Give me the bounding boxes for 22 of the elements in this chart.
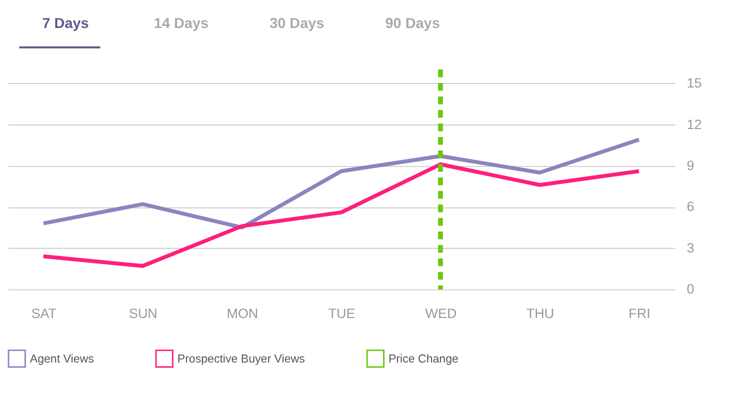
x-tick-label: MON	[226, 306, 258, 321]
x-tick-label: SUN	[128, 306, 158, 321]
x-tick-label: WED	[425, 306, 457, 321]
legend-label: Price Change	[388, 354, 458, 366]
legend-label: Agent Views	[30, 354, 94, 366]
text: 90 Days	[385, 16, 440, 32]
x-tick-label: THU	[526, 306, 554, 321]
text: 7 Days	[42, 16, 89, 32]
text: 30 Days	[270, 16, 324, 32]
x-tick-label: SAT	[31, 306, 57, 321]
text: 14 Days	[154, 16, 209, 32]
y-tick-label: 3	[686, 240, 694, 256]
y-tick-label: 9	[686, 158, 694, 174]
y-tick-label: 6	[686, 199, 694, 214]
line-series	[42, 162, 641, 268]
x-tick-label: FRI	[628, 306, 650, 321]
y-tick-label: 0	[686, 282, 694, 297]
y-tick-label: 15	[686, 76, 702, 91]
legend-label: Prospective Buyer Views	[177, 354, 306, 366]
x-tick-label: TUE	[328, 306, 356, 321]
y-tick-label: 12	[686, 116, 702, 132]
line-series	[42, 138, 641, 230]
